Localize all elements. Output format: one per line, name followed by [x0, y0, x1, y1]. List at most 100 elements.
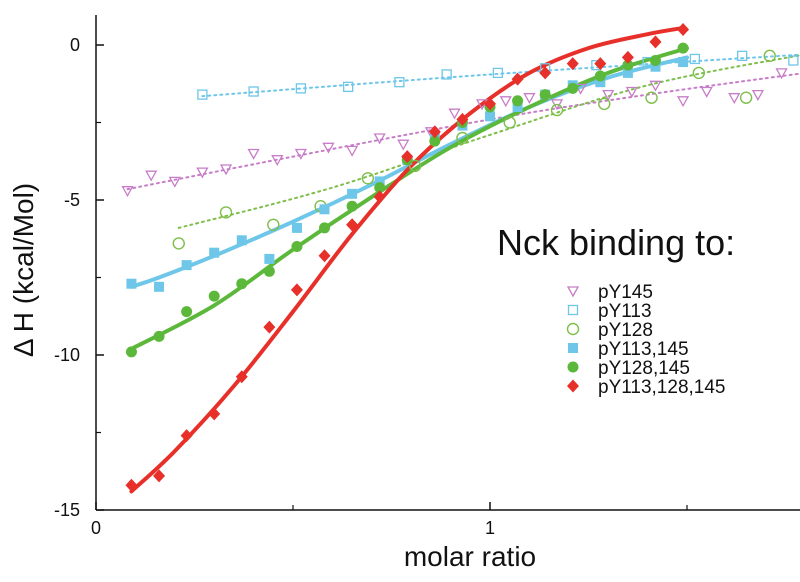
y-tick-label: 0 [70, 35, 80, 55]
data-point-py145 [676, 96, 690, 108]
data-point-py128 [267, 218, 280, 232]
data-point-py128 [361, 172, 375, 185]
data-point-py128-145 [649, 55, 661, 66]
data-point-py113-128-145 [649, 35, 662, 49]
data-point-py113-128-145 [677, 23, 690, 36]
data-point-py128 [503, 116, 516, 129]
legend-marker-py113-145 [568, 343, 578, 353]
legend-label-py128: pY128 [598, 320, 653, 341]
data-point-py128-145 [125, 346, 137, 358]
data-point-py128 [172, 237, 185, 250]
data-point-py145 [499, 96, 512, 108]
data-point-py145 [373, 133, 386, 145]
data-point-py128-145 [263, 265, 275, 277]
data-point-py113-145 [154, 281, 165, 292]
data-point-py145 [219, 164, 233, 176]
data-point-py128-145 [512, 95, 524, 107]
data-point-py128-145 [208, 290, 220, 302]
data-point-py113 [248, 86, 259, 97]
data-point-py145 [121, 186, 134, 198]
data-point-py113-128-145 [539, 66, 552, 80]
data-point-py113-128-145 [180, 429, 193, 443]
data-point-py113-128-145 [125, 478, 138, 492]
data-point-py113-145 [512, 102, 523, 112]
data-point-py128-145 [594, 70, 606, 82]
data-point-py113 [441, 69, 452, 80]
data-point-py145 [247, 148, 260, 160]
y-tick-label: -10 [54, 345, 80, 365]
data-point-py145 [145, 170, 158, 182]
data-point-py113-145 [595, 77, 606, 88]
data-point-py113-145 [622, 67, 633, 78]
legend-marker-py128-145 [567, 361, 579, 373]
data-point-py145 [700, 86, 713, 98]
data-point-py113-145 [347, 188, 358, 199]
data-point-py145 [196, 167, 209, 179]
data-point-py145 [322, 142, 335, 154]
data-point-py128 [598, 97, 611, 111]
legend-title: Nck binding to: [497, 222, 735, 263]
legend-label-py145: pY145 [598, 282, 653, 303]
data-point-py128 [739, 91, 753, 104]
data-point-py128-145 [622, 59, 634, 71]
data-point-py128-145 [153, 330, 165, 342]
data-point-py113-128-145 [566, 57, 579, 71]
data-point-py128 [692, 66, 706, 80]
data-point-py113 [394, 77, 405, 88]
fit-curve-py113-128-145 [129, 25, 686, 494]
data-point-py128-145 [429, 135, 441, 147]
legend-marker-py145 [566, 286, 580, 298]
data-point-py145 [602, 89, 615, 101]
x-tick-label: 1 [485, 518, 495, 538]
fit-curve-py145 [126, 72, 800, 191]
data-point-py113-145 [374, 176, 385, 187]
data-point-py128-145 [291, 241, 303, 252]
legend-marker-py113 [567, 304, 579, 316]
legend: Nck binding to: pY145pY113pY128pY113,145… [497, 222, 735, 398]
data-point-py145 [775, 68, 788, 80]
data-point-py113-128-145 [208, 407, 221, 421]
data-point-py113-128-145 [484, 97, 496, 111]
data-point-py128 [645, 91, 658, 104]
data-point-py145 [649, 80, 662, 92]
data-point-py145 [751, 89, 765, 101]
data-point-py145 [448, 108, 461, 120]
y-tick-label: -15 [54, 500, 80, 520]
data-point-py128-145 [374, 182, 386, 194]
data-point-py113-128-145 [373, 190, 386, 204]
data-point-py113-145 [209, 247, 220, 258]
y-tick-label: -5 [64, 190, 80, 210]
data-point-py145 [345, 145, 359, 157]
data-point-py145 [625, 86, 638, 98]
data-point-py113-128-145 [401, 150, 414, 164]
data-point-py128 [219, 206, 233, 219]
data-point-py113 [689, 53, 701, 65]
data-point-py145 [397, 139, 410, 151]
data-point-py113-145 [181, 260, 192, 271]
data-point-py113-145 [126, 278, 137, 289]
data-point-py145 [728, 93, 741, 105]
data-point-py113-128-145 [346, 218, 359, 232]
data-point-py128-145 [319, 222, 331, 234]
data-point-py113-128-145 [621, 50, 634, 64]
data-point-py128-145 [181, 306, 193, 318]
data-point-py113-145 [236, 235, 247, 246]
legend-marker-py113-128-145 [567, 379, 579, 393]
legend-label-py113: pY113 [598, 301, 652, 322]
data-point-py145 [168, 176, 181, 188]
fit-curve-py128 [177, 54, 800, 229]
data-point-py113-145 [678, 57, 689, 68]
axis-ticks: 0 -5 -10 -15 0 1 [54, 35, 688, 538]
data-point-py128 [763, 49, 776, 63]
data-point-py113 [343, 81, 354, 92]
data-point-py113-145 [485, 111, 495, 122]
data-point-py145 [294, 148, 307, 160]
data-point-py145 [523, 93, 536, 105]
data-point-py128-145 [677, 42, 689, 54]
data-point-py113-128-145 [153, 469, 166, 483]
data-point-py113-128-145 [428, 125, 441, 139]
data-point-py113-145 [264, 253, 275, 264]
data-point-py145 [271, 155, 284, 167]
data-point-py113 [295, 83, 307, 94]
data-point-py113-128-145 [594, 57, 607, 71]
